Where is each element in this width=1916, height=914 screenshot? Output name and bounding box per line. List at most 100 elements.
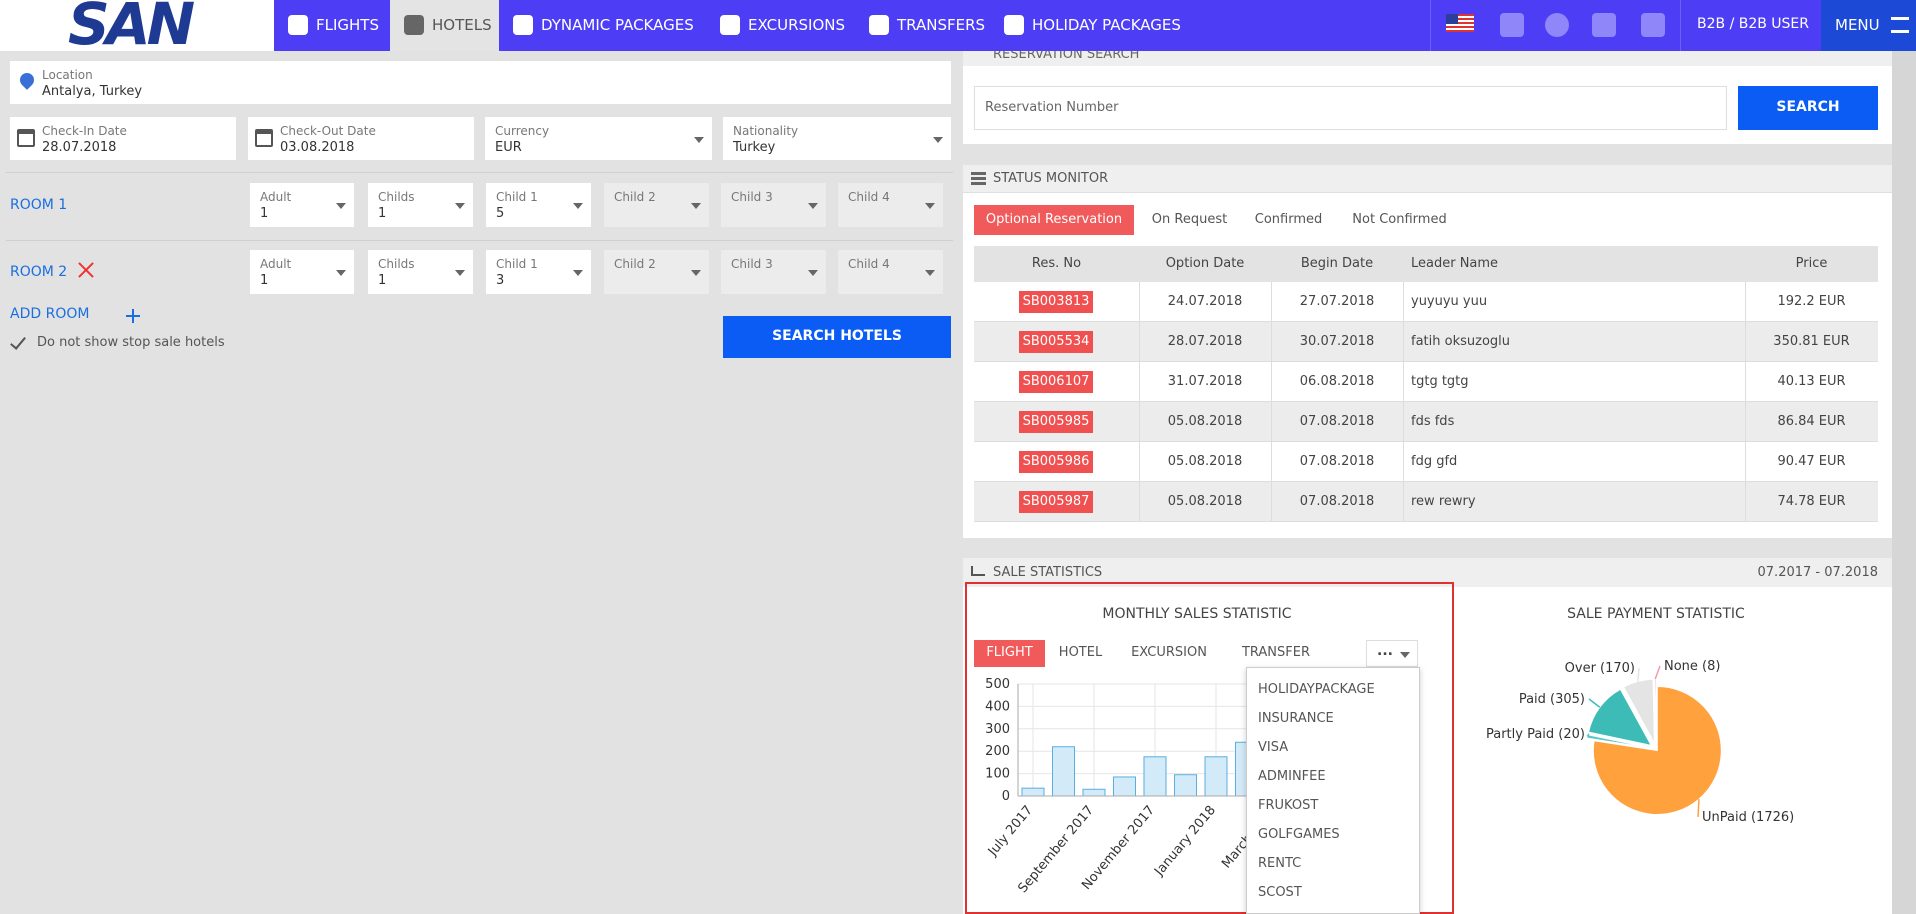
dropdown-item[interactable]: GOLFGAMES	[1258, 827, 1340, 842]
reservation-badge[interactable]: SB006107	[1019, 371, 1093, 393]
form-field[interactable]: Child 3	[721, 183, 826, 227]
table-cell: yuyuyu yuu	[1411, 294, 1488, 309]
form-field[interactable]: Adult 1	[250, 250, 354, 294]
form-field[interactable]: Child 1 5	[486, 183, 591, 227]
field-value: Turkey	[733, 140, 776, 155]
form-field[interactable]: Child 4	[838, 183, 943, 227]
reservation-badge[interactable]: SB003813	[1019, 291, 1093, 313]
nav-tool-icon[interactable]	[1592, 13, 1616, 37]
table-cell: 07.08.2018	[1299, 414, 1375, 429]
tab-label: FLIGHT	[986, 645, 1033, 660]
remove-room[interactable]	[78, 262, 94, 278]
form-field[interactable]: Check-Out Date 03.08.2018	[248, 117, 474, 160]
nav-item[interactable]: HOLIDAY PACKAGES	[990, 0, 1191, 51]
table-row	[974, 402, 1878, 442]
calendar-icon	[17, 129, 35, 147]
nav-tool-icon[interactable]	[1500, 13, 1524, 37]
nav-icon	[1004, 15, 1024, 35]
flag-icon[interactable]	[1446, 14, 1474, 32]
field-value: 28.07.2018	[42, 140, 117, 155]
input-placeholder: Reservation Number	[985, 100, 1119, 115]
field-label: Adult	[260, 257, 292, 271]
statistic-tab[interactable]: TRANSFER	[1222, 640, 1330, 667]
form-field[interactable]: Child 2	[604, 250, 709, 294]
nav-label: TRANSFERS	[897, 16, 986, 34]
dropdown-arrow	[691, 203, 701, 209]
statistic-tab[interactable]: FLIGHT	[974, 640, 1045, 667]
nav-item[interactable]: DYNAMIC PACKAGES	[499, 0, 706, 51]
dropdown-arrow	[336, 270, 346, 276]
dropdown-item[interactable]: VISA	[1258, 740, 1289, 755]
nav-item[interactable]: FLIGHTS	[274, 0, 390, 51]
form-field[interactable]: Child 4	[838, 250, 943, 294]
reservation-badge[interactable]: SB005987	[1019, 491, 1093, 513]
trend-icon	[971, 566, 985, 576]
more-label: ...	[1377, 643, 1393, 659]
status-tab[interactable]: On Request	[1139, 205, 1240, 235]
status-tab[interactable]: Optional Reservation	[974, 205, 1134, 235]
table-row	[974, 482, 1878, 522]
dropdown-item[interactable]: SCOST	[1258, 885, 1302, 900]
table-cell: rew rewry	[1411, 494, 1476, 509]
reservation-badge[interactable]: SB005534	[1019, 331, 1093, 353]
dropdown-item[interactable]: ADMINFEE	[1258, 769, 1326, 784]
reservation-badge[interactable]: SB005986	[1019, 451, 1093, 473]
table-cell: 86.84 EUR	[1777, 414, 1846, 429]
nav-tool-icon[interactable]	[1545, 13, 1569, 37]
dropdown-item[interactable]: FRUKOST	[1258, 798, 1319, 813]
reservation-badge[interactable]: SB005985	[1019, 411, 1093, 433]
status-tab[interactable]: Not Confirmed	[1337, 205, 1462, 235]
dropdown-arrow	[691, 270, 701, 276]
form-field[interactable]: Nationality Turkey	[723, 117, 951, 160]
field-label: Location	[42, 68, 93, 82]
table-row	[974, 282, 1878, 322]
nav-item[interactable]: TRANSFERS	[855, 0, 990, 51]
form-field[interactable]: Childs 1	[368, 183, 473, 227]
search-hotels-button[interactable]: SEARCH HOTELS	[723, 316, 951, 358]
nav-icon	[720, 15, 740, 35]
column-header: Begin Date	[1300, 256, 1374, 271]
field-value: Antalya, Turkey	[42, 84, 143, 99]
logo-area: SAN	[0, 0, 274, 58]
field-value: 1	[260, 206, 269, 221]
search-button[interactable]: SEARCH	[1738, 86, 1878, 130]
statistic-tab[interactable]: EXCURSION	[1116, 640, 1222, 667]
form-field[interactable]: Currency EUR	[485, 117, 712, 160]
table-row	[974, 362, 1878, 402]
form-field[interactable]: Location Antalya, Turkey	[10, 61, 951, 104]
form-field[interactable]: Check-In Date 28.07.2018	[10, 117, 236, 160]
tab-label: Not Confirmed	[1352, 212, 1447, 227]
form-field[interactable]: Child 3	[721, 250, 826, 294]
cell-border	[1403, 402, 1404, 442]
badge-label: SB005987	[1022, 494, 1090, 509]
nav-item[interactable]: HOTELS	[390, 0, 499, 51]
form-field[interactable]: Child 2	[604, 183, 709, 227]
statistic-tab[interactable]: HOTEL	[1045, 640, 1116, 667]
dropdown-item[interactable]: INSURANCE	[1258, 711, 1334, 726]
list-icon	[971, 172, 986, 185]
cell-border	[1139, 402, 1140, 442]
dropdown-item[interactable]: HOLIDAYPACKAGE	[1258, 682, 1375, 697]
table-cell: 90.47 EUR	[1777, 454, 1846, 469]
separator	[1430, 0, 1431, 51]
checkbox[interactable]	[10, 333, 26, 350]
dropdown-arrow	[925, 270, 935, 276]
status-tab[interactable]: Confirmed	[1240, 205, 1337, 235]
reservation-input[interactable]: Reservation Number	[974, 86, 1727, 130]
nav-icon	[513, 15, 533, 35]
form-field[interactable]: Childs 1	[368, 250, 473, 294]
user-label[interactable]: B2B / B2B USER	[1697, 16, 1810, 32]
dropdown-arrow	[808, 203, 818, 209]
form-field[interactable]: Adult 1	[250, 183, 354, 227]
table-header	[974, 246, 1878, 282]
form-field[interactable]: Child 1 3	[486, 250, 591, 294]
dropdown-item[interactable]: RENTC	[1258, 856, 1302, 871]
menu-button[interactable]: MENU	[1821, 0, 1916, 51]
table-cell: 06.08.2018	[1299, 374, 1375, 389]
nav-item[interactable]: EXCURSIONS	[706, 0, 855, 51]
nav-tool-icon[interactable]	[1641, 13, 1665, 37]
more-button[interactable]: ...	[1366, 640, 1418, 667]
cell-border	[1271, 322, 1272, 362]
field-value: 5	[496, 206, 505, 221]
divider	[6, 240, 953, 241]
